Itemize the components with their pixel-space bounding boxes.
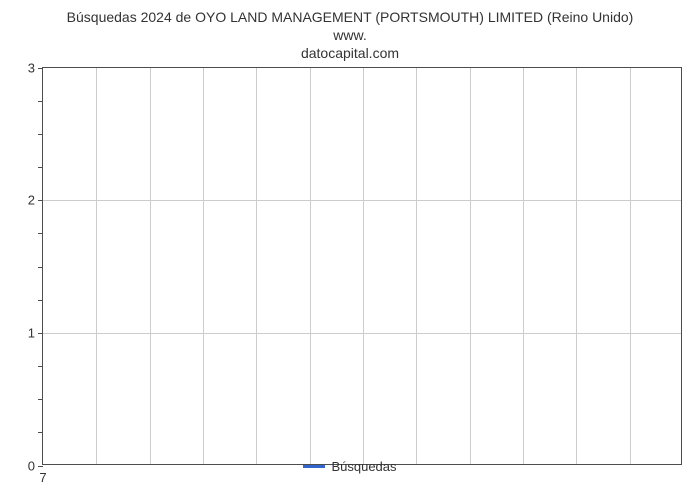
gridline-v bbox=[523, 68, 524, 464]
legend-swatch bbox=[303, 465, 325, 468]
gridline-v bbox=[203, 68, 204, 464]
gridline-v bbox=[310, 68, 311, 464]
y-minor-tick bbox=[38, 333, 43, 334]
y-minor-tick bbox=[38, 366, 43, 367]
legend-label: Búsquedas bbox=[331, 459, 396, 474]
y-minor-tick bbox=[38, 167, 43, 168]
y-minor-tick bbox=[38, 68, 43, 69]
gridline-h bbox=[43, 200, 681, 201]
y-tick-label: 2 bbox=[15, 193, 35, 208]
gridline-v bbox=[256, 68, 257, 464]
y-minor-tick bbox=[38, 233, 43, 234]
y-tick-label: 3 bbox=[15, 60, 35, 75]
gridline-v bbox=[630, 68, 631, 464]
gridline-v bbox=[416, 68, 417, 464]
y-minor-tick bbox=[38, 101, 43, 102]
gridline-h bbox=[43, 333, 681, 334]
chart-title-line1: Búsquedas 2024 de OYO LAND MANAGEMENT (P… bbox=[67, 9, 634, 43]
gridline-v bbox=[576, 68, 577, 464]
y-minor-tick bbox=[38, 432, 43, 433]
plot-area: 01237 bbox=[42, 67, 682, 465]
gridline-v bbox=[96, 68, 97, 464]
gridline-v bbox=[150, 68, 151, 464]
y-minor-tick bbox=[38, 399, 43, 400]
y-minor-tick bbox=[38, 300, 43, 301]
gridline-v bbox=[470, 68, 471, 464]
chart-title-line2: datocapital.com bbox=[301, 45, 399, 61]
chart-title: Búsquedas 2024 de OYO LAND MANAGEMENT (P… bbox=[0, 8, 700, 67]
y-minor-tick bbox=[38, 267, 43, 268]
legend: Búsquedas bbox=[0, 458, 700, 474]
y-minor-tick bbox=[38, 200, 43, 201]
chart-container: Búsquedas 2024 de OYO LAND MANAGEMENT (P… bbox=[0, 8, 700, 478]
y-minor-tick bbox=[38, 134, 43, 135]
gridline-v bbox=[363, 68, 364, 464]
y-tick-label: 1 bbox=[15, 325, 35, 340]
